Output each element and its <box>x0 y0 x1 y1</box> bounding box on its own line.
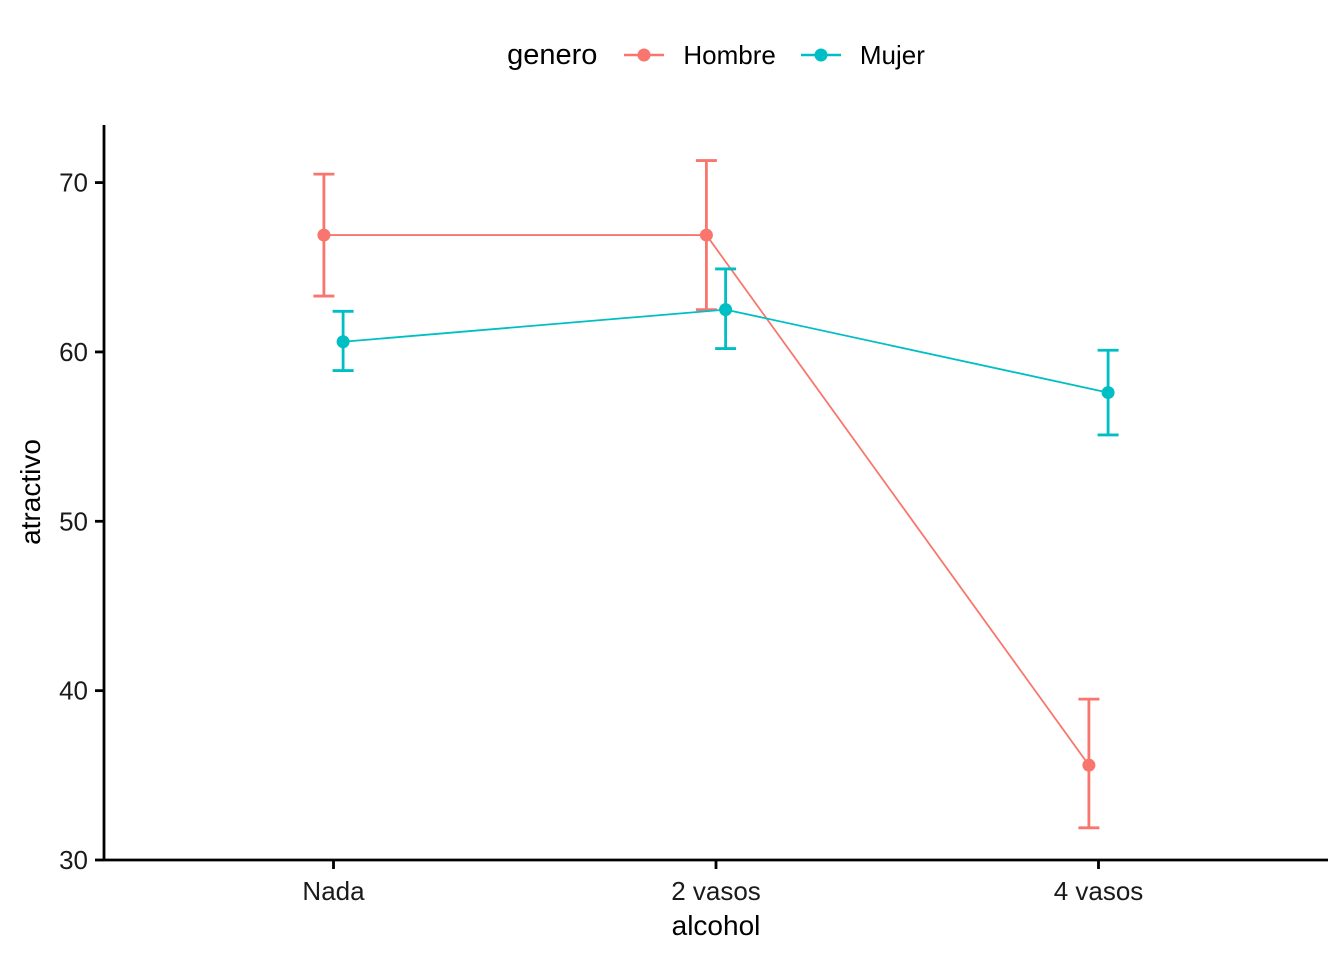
legend: genero Hombre Mujer <box>104 32 1328 78</box>
x-tick-label: 2 vasos <box>671 876 761 906</box>
legend-label-mujer: Mujer <box>859 39 925 70</box>
data-point-hombre[interactable] <box>699 228 713 242</box>
series-line-hombre <box>323 234 1090 766</box>
x-axis-title: alcohol <box>671 910 761 941</box>
y-axis-title: atractivo <box>15 439 46 545</box>
y-tick-label: 60 <box>59 337 88 367</box>
x-tick-label: 4 vasos <box>1054 876 1144 906</box>
legend-item-hombre[interactable]: Hombre <box>623 39 776 71</box>
data-point-mujer[interactable] <box>1101 386 1115 400</box>
data-point-hombre[interactable] <box>1082 758 1096 772</box>
legend-key-hombre-icon <box>624 48 665 62</box>
legend-label-hombre: Hombre <box>683 39 776 70</box>
legend-title: genero <box>507 38 598 71</box>
y-tick-label: 70 <box>59 168 88 198</box>
x-tick-label: Nada <box>302 876 365 906</box>
y-tick-label: 40 <box>59 676 88 706</box>
data-point-mujer[interactable] <box>719 303 733 317</box>
y-tick-label: 50 <box>59 506 88 536</box>
data-point-hombre[interactable] <box>317 228 331 242</box>
y-tick-label: 30 <box>59 845 88 875</box>
legend-key-mujer-icon <box>800 48 841 62</box>
data-point-mujer[interactable] <box>336 335 350 349</box>
legend-item-mujer[interactable]: Mujer <box>800 40 925 71</box>
